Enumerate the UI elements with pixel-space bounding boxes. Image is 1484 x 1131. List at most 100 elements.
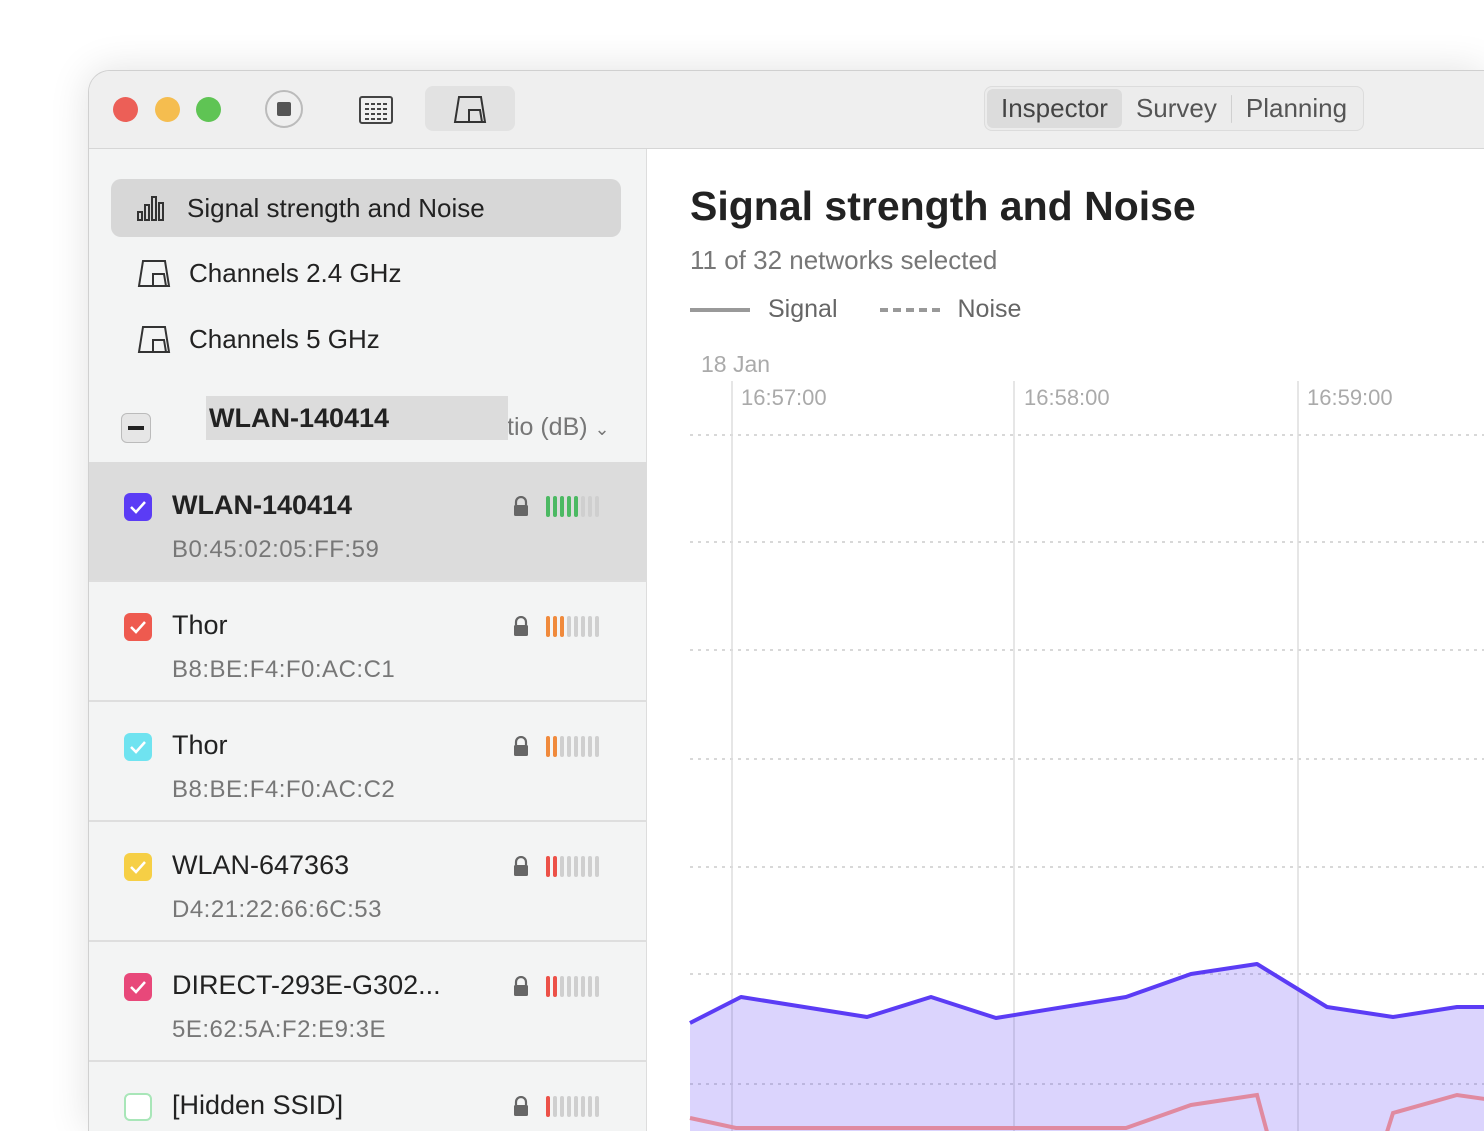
noise-line — [1385, 1092, 1484, 1131]
time-label: 16:58:00 — [1024, 385, 1110, 410]
signal-bar — [553, 976, 557, 997]
checkmark-icon — [130, 741, 146, 754]
table-icon — [359, 96, 393, 124]
sidebar-item-label: Channels 5 GHz — [189, 323, 380, 354]
network-mac: 5E:62:5A:F2:E9:3E — [172, 1016, 386, 1043]
sort-label: tio (dB) — [507, 413, 588, 441]
page-title: Signal strength and Noise — [690, 183, 1196, 229]
network-mac: B8:BE:F4:F0:AC:C2 — [172, 776, 396, 803]
noise-legend-line — [879, 307, 940, 312]
segment-planning[interactable]: Planning — [1245, 93, 1348, 123]
signal-bar — [595, 496, 599, 517]
signal-bar — [588, 976, 592, 997]
network-name: [Hidden SSID] — [172, 1090, 344, 1120]
signal-strength-meter — [546, 616, 599, 637]
mode-segmented-control: Inspector Survey Planning — [984, 86, 1365, 131]
signal-bar — [546, 976, 550, 997]
signal-bar — [588, 736, 592, 757]
signal-bar — [588, 856, 592, 877]
sidebar-item-label: Signal strength and Noise — [187, 192, 485, 223]
checkmark-icon — [130, 501, 146, 514]
signal-bar — [560, 976, 564, 997]
time-label: 16:59:00 — [1307, 385, 1393, 410]
network-row[interactable]: WLAN-647363 D4:21:22:66:6C:53 — [89, 822, 647, 942]
signal-bar — [553, 736, 557, 757]
sidebar: Signal strength and Noise Channels 2.4 G… — [89, 149, 647, 1131]
signal-bar — [567, 616, 571, 637]
signal-bar — [595, 976, 599, 997]
table-view-button[interactable] — [351, 91, 401, 129]
signal-strength-meter — [546, 736, 599, 757]
network-mac: B0:45:02:05:FF:59 — [172, 536, 380, 563]
selection-count: 11 of 32 networks selected — [690, 245, 998, 275]
network-row[interactable]: Thor B8:BE:F4:F0:AC:C1 — [89, 582, 647, 702]
bar-chart-icon — [137, 196, 164, 221]
signal-bar — [574, 616, 578, 637]
network-row[interactable]: WLAN-140414 B0:45:02:05:FF:59 — [89, 462, 647, 582]
network-name: Thor — [172, 610, 228, 640]
network-mac: B8:BE:F4:F0:AC:C1 — [172, 656, 396, 683]
signal-bar — [574, 856, 578, 877]
signal-bar — [595, 1096, 599, 1117]
signal-bar — [588, 1096, 592, 1117]
signal-bar — [560, 856, 564, 877]
signal-noise-chart: 18 Jan 16:57:00 16:58:00 16:59:00 — [689, 351, 1484, 1131]
network-checkbox[interactable] — [124, 853, 152, 881]
channel-icon — [137, 260, 171, 287]
segment-inspector[interactable]: Inspector — [987, 89, 1122, 128]
signal-bar — [567, 976, 571, 997]
signal-bar — [560, 1096, 564, 1117]
lock-icon — [514, 856, 528, 876]
signal-bar — [574, 736, 578, 757]
network-checkbox[interactable] — [124, 733, 152, 761]
lock-icon — [514, 496, 528, 516]
network-row[interactable]: Thor B8:BE:F4:F0:AC:C2 — [89, 702, 647, 822]
sort-dropdown[interactable]: tio (dB) ⌄ — [507, 413, 610, 442]
signal-strength-meter — [546, 976, 599, 997]
noise-legend-label: Noise — [957, 295, 1022, 323]
signal-bar — [567, 1096, 571, 1117]
network-name: WLAN-647363 — [172, 850, 350, 880]
signal-bar — [553, 616, 557, 637]
network-row[interactable]: DIRECT-293E-G302... 5E:62:5A:F2:E9:3E — [89, 942, 647, 1062]
signal-bar — [553, 496, 557, 517]
signal-bar — [595, 856, 599, 877]
network-checkbox[interactable] — [124, 613, 152, 641]
network-checkbox[interactable] — [124, 1093, 152, 1121]
signal-bar — [546, 1096, 550, 1117]
signal-bar — [581, 1096, 585, 1117]
noise-line — [689, 1092, 1269, 1131]
signal-bar — [546, 856, 550, 877]
network-row[interactable]: [Hidden SSID] — [89, 1062, 647, 1131]
chart-legend: Signal Noise — [690, 295, 1021, 324]
signal-bar — [574, 976, 578, 997]
deselect-all-checkbox[interactable] — [121, 413, 151, 443]
channels-view-button[interactable] — [425, 86, 515, 131]
lock-icon — [514, 976, 528, 996]
list-header: tio (dB) ⌄ WLAN-140414 — [89, 396, 647, 459]
signal-bar — [574, 496, 578, 517]
stop-button[interactable] — [265, 90, 303, 128]
segment-survey[interactable]: Survey — [1135, 93, 1217, 123]
signal-bar — [553, 1096, 557, 1117]
signal-bar — [546, 736, 550, 757]
signal-bar — [567, 496, 571, 517]
sidebar-item-signal-noise[interactable]: Signal strength and Noise — [111, 179, 621, 237]
signal-bar — [588, 616, 592, 637]
network-checkbox[interactable] — [124, 493, 152, 521]
signal-bar — [574, 1096, 578, 1117]
sidebar-item-label: Channels 2.4 GHz — [189, 257, 402, 288]
chart-panel: Signal strength and Noise 11 of 32 netwo… — [648, 149, 1484, 1131]
close-button[interactable] — [113, 97, 138, 122]
zoom-button[interactable] — [196, 97, 221, 122]
sidebar-item-channels-24[interactable]: Channels 2.4 GHz — [111, 244, 621, 302]
sidebar-item-channels-5[interactable]: Channels 5 GHz — [111, 310, 621, 368]
minimize-button[interactable] — [155, 97, 180, 122]
network-checkbox[interactable] — [124, 973, 152, 1001]
network-name: Thor — [172, 730, 228, 760]
signal-area — [690, 964, 1484, 1131]
signal-strength-meter — [546, 1096, 599, 1117]
signal-legend-line — [690, 307, 750, 312]
signal-bar — [560, 496, 564, 517]
signal-bar — [588, 496, 592, 517]
